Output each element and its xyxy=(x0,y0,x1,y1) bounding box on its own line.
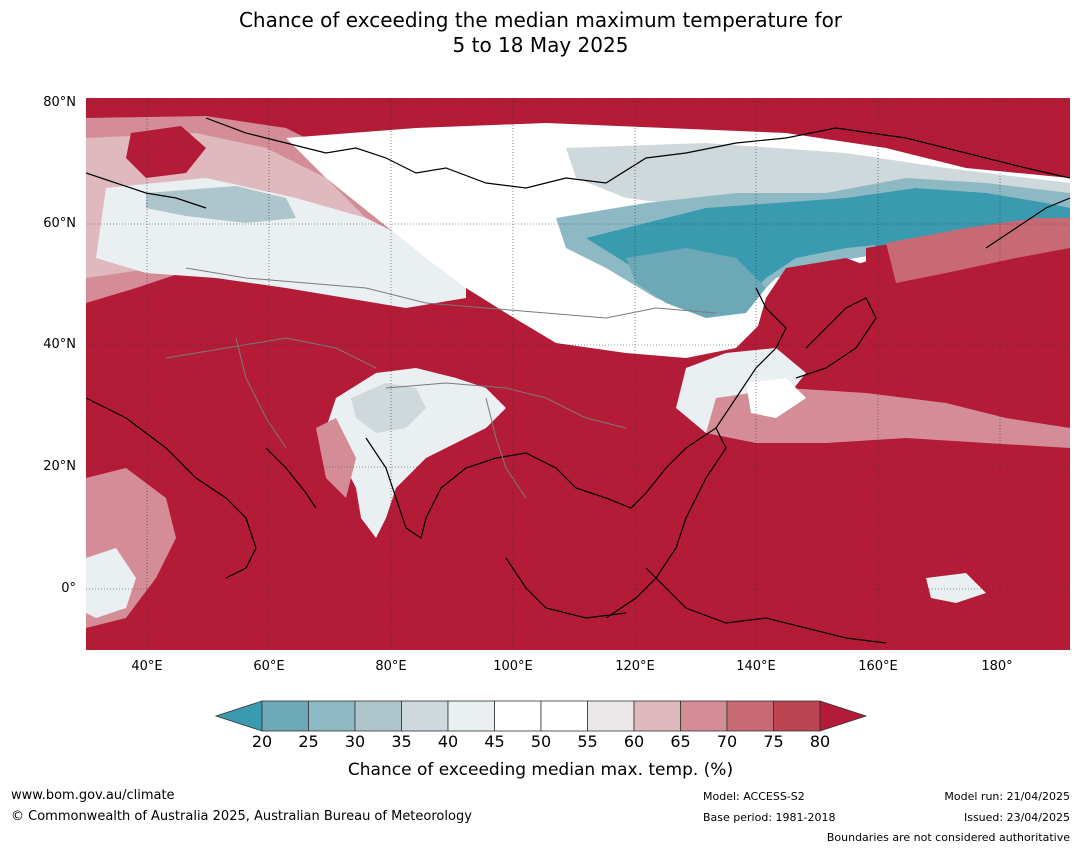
colorbar-extend-high xyxy=(819,700,868,732)
colorbar-tick: 20 xyxy=(251,732,273,751)
colorbar-tick: 55 xyxy=(577,732,598,751)
map-title: Chance of exceeding the median maximum t… xyxy=(0,8,1081,58)
x-tick-160e: 160°E xyxy=(858,659,898,674)
colorbar-segment xyxy=(633,700,681,732)
colorbar-segment xyxy=(540,700,588,732)
colorbar-segment xyxy=(587,700,635,732)
model-text: Model: ACCESS-S2 xyxy=(703,790,805,803)
y-tick-20n: 20°N xyxy=(43,459,76,474)
map-svg xyxy=(86,98,1070,650)
y-tick-40n: 40°N xyxy=(43,337,76,352)
x-tick-60e: 60°E xyxy=(253,659,285,674)
coastlines xyxy=(86,117,1070,644)
colorbar-label: Chance of exceeding median max. temp. (%… xyxy=(347,760,734,780)
colorbar-tick: 25 xyxy=(298,732,319,751)
colorbar-segment xyxy=(680,700,728,732)
colorbar-segment xyxy=(401,700,449,732)
title-line-1: Chance of exceeding the median maximum t… xyxy=(238,8,843,32)
arctic-red-patch xyxy=(126,126,206,178)
colorbar-tick: 30 xyxy=(344,732,366,751)
y-tick-0: 0° xyxy=(61,581,76,596)
x-tick-140e: 140°E xyxy=(736,659,776,674)
temperature-map xyxy=(86,98,1070,650)
siberia-light-blue xyxy=(146,186,296,223)
base-period-text: Base period: 1981-2018 xyxy=(703,811,836,824)
y-tick-80n: 80°N xyxy=(43,95,76,110)
colorbar-tick: 60 xyxy=(623,732,645,751)
disclaimer-text: Boundaries are not considered authoritat… xyxy=(826,831,1070,844)
colorbar-segment xyxy=(354,700,402,732)
colorbar-segment xyxy=(447,700,495,732)
colorbar-tick: 50 xyxy=(530,732,552,751)
colorbar-segment xyxy=(726,700,774,732)
mongolia-teal-patch xyxy=(626,248,766,318)
north-pacific-pink xyxy=(886,218,1070,283)
issued-text: Issued: 23/04/2025 xyxy=(963,811,1070,824)
colorbar-tick: 65 xyxy=(670,732,691,751)
x-tick-80e: 80°E xyxy=(375,659,407,674)
copyright-text: © Commonwealth of Australia 2025, Austra… xyxy=(11,809,472,824)
country-borders xyxy=(165,267,717,499)
tibet-grey-patch xyxy=(351,383,426,433)
x-tick-40e: 40°E xyxy=(131,659,163,674)
colorbar-tick: 75 xyxy=(763,732,784,751)
colorbar-tick: 35 xyxy=(391,732,412,751)
colorbar-tick: 45 xyxy=(484,732,505,751)
west-pacific-white-2 xyxy=(746,378,806,418)
colorbar-extend-low xyxy=(214,700,263,732)
east-africa-white xyxy=(86,548,136,618)
title-line-2: 5 to 18 May 2025 xyxy=(452,33,629,57)
colorbar-tick: 80 xyxy=(809,732,831,751)
colorbar-tick: 70 xyxy=(716,732,738,751)
y-tick-60n: 60°N xyxy=(43,216,76,231)
x-tick-100e: 100°E xyxy=(493,659,533,674)
colorbar-segment xyxy=(261,700,309,732)
colorbar-segment xyxy=(308,700,356,732)
model-run-text: Model run: 21/04/2025 xyxy=(944,790,1070,803)
website-text: www.bom.gov.au/climate xyxy=(11,788,175,803)
manchuria-red xyxy=(756,258,886,348)
gridlines xyxy=(86,98,1070,650)
pacific-small-white xyxy=(926,573,986,603)
india-pink-fringe xyxy=(316,418,356,498)
x-tick-180: 180° xyxy=(981,659,1013,674)
colorbar-segment xyxy=(773,700,821,732)
x-tick-120e: 120°E xyxy=(615,659,655,674)
colorbar-tick: 40 xyxy=(437,732,459,751)
colorbar-segment xyxy=(494,700,542,732)
